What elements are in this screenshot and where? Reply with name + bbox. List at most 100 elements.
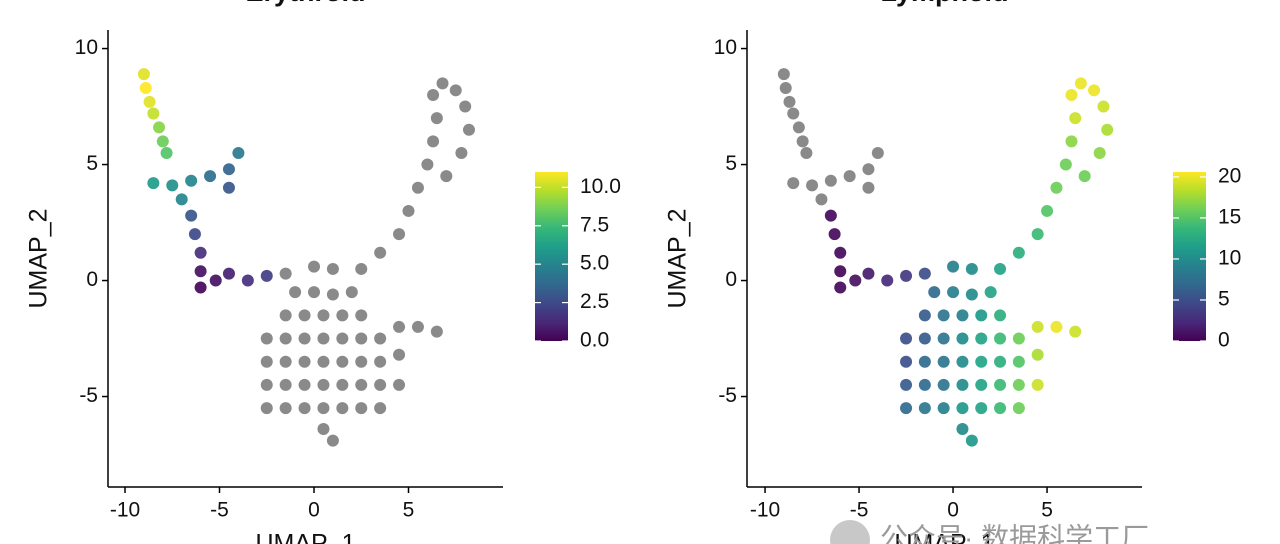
point: [815, 193, 828, 206]
point: [1041, 204, 1054, 217]
point: [374, 402, 387, 415]
point: [326, 262, 339, 275]
point: [1012, 402, 1025, 415]
point: [1097, 100, 1110, 113]
x-tick-label: -5: [850, 499, 869, 522]
x-tick-label: -5: [210, 499, 229, 522]
point: [317, 423, 330, 436]
colorbar: [535, 172, 568, 341]
point: [374, 332, 387, 345]
point: [355, 355, 368, 368]
point: [393, 348, 406, 361]
point: [975, 402, 988, 415]
point: [900, 402, 913, 415]
point: [1065, 88, 1078, 101]
point: [937, 378, 950, 391]
point: [994, 378, 1007, 391]
x-tick-label: -10: [750, 499, 780, 522]
point: [185, 209, 198, 222]
point: [918, 309, 931, 322]
point: [374, 355, 387, 368]
point: [298, 309, 311, 322]
point: [1050, 320, 1063, 333]
colorbar-tick-label: 5.0: [580, 252, 609, 275]
point: [1101, 123, 1114, 136]
point: [975, 355, 988, 368]
point: [918, 402, 931, 415]
point: [975, 378, 988, 391]
point: [345, 286, 358, 299]
point: [824, 174, 837, 187]
colorbar-tick-label: 7.5: [580, 213, 609, 236]
point: [279, 402, 292, 415]
point: [393, 320, 406, 333]
point: [975, 332, 988, 345]
point: [355, 332, 368, 345]
colorbar-tick-label: 20: [1218, 164, 1241, 187]
colorbar-tick-label: 5: [1218, 288, 1230, 311]
point: [1031, 378, 1044, 391]
point: [279, 332, 292, 345]
y-tick-label: 10: [714, 36, 737, 59]
point: [449, 84, 462, 97]
point: [1074, 77, 1087, 90]
point: [260, 402, 273, 415]
point: [411, 320, 424, 333]
point: [1012, 332, 1025, 345]
point: [965, 288, 978, 301]
chart-title: Lymphoid: [881, 0, 1009, 7]
point: [139, 81, 152, 94]
y-axis-label: UMAP_2: [664, 208, 692, 308]
point: [918, 355, 931, 368]
point: [326, 434, 339, 447]
x-tick-label: -10: [110, 499, 140, 522]
point: [336, 332, 349, 345]
point: [1088, 84, 1101, 97]
point: [994, 309, 1007, 322]
point: [317, 355, 330, 368]
point: [421, 158, 434, 171]
point: [937, 402, 950, 415]
x-axis-label: UMAP_1: [894, 530, 994, 544]
point: [326, 288, 339, 301]
point: [834, 265, 847, 278]
point: [194, 281, 207, 294]
point: [260, 378, 273, 391]
point: [147, 177, 160, 190]
y-axis-label: UMAP_2: [25, 208, 53, 308]
point: [241, 274, 254, 287]
panel: Erythroid -10 -5 0 5 -5 0 5 10 UMAP_1 UMAP_2 0.0 2.5…: [25, 0, 621, 544]
point: [232, 146, 245, 159]
point: [947, 286, 960, 299]
watermark-icon: [830, 520, 870, 544]
point: [834, 246, 847, 259]
point: [374, 378, 387, 391]
point: [279, 309, 292, 322]
point: [787, 177, 800, 190]
point: [984, 286, 997, 299]
colorbar-tick-label: 0: [1218, 329, 1230, 352]
point: [143, 95, 156, 108]
watermark: 公众号· 数据科学工厂: [830, 520, 1149, 544]
point: [355, 262, 368, 275]
point: [317, 332, 330, 345]
point: [317, 378, 330, 391]
point: [427, 135, 440, 148]
point: [430, 112, 443, 125]
x-tick-label: 0: [308, 499, 320, 522]
point: [937, 309, 950, 322]
y-tick-label: -5: [718, 384, 737, 407]
point: [1031, 320, 1044, 333]
point: [928, 286, 941, 299]
point: [918, 267, 931, 280]
point: [374, 246, 387, 259]
point: [317, 309, 330, 322]
point: [1031, 228, 1044, 241]
watermark-text: 公众号· 数据科学工厂: [880, 522, 1149, 544]
point: [783, 95, 796, 108]
point: [975, 309, 988, 322]
point: [1093, 146, 1106, 159]
point: [436, 77, 449, 90]
colorbar-tick-label: 2.5: [580, 290, 609, 313]
chart-title: Erythroid: [245, 0, 365, 7]
